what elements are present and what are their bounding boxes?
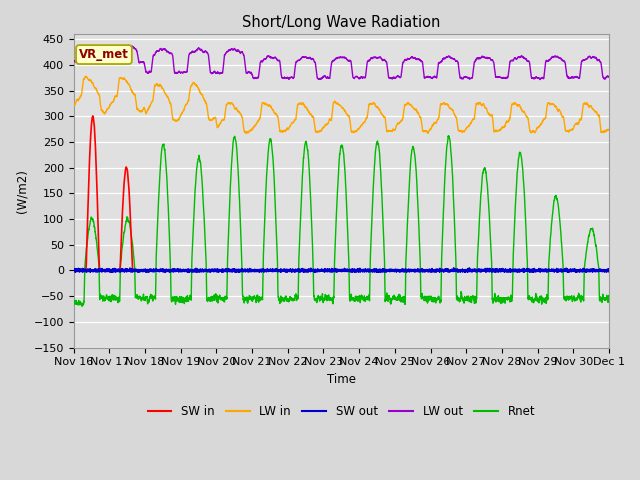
Legend: SW in, LW in, SW out, LW out, Rnet: SW in, LW in, SW out, LW out, Rnet [143, 401, 540, 423]
Title: Short/Long Wave Radiation: Short/Long Wave Radiation [242, 15, 440, 30]
X-axis label: Time: Time [327, 373, 356, 386]
Y-axis label: (W/m2): (W/m2) [15, 169, 28, 213]
Text: VR_met: VR_met [79, 48, 129, 61]
